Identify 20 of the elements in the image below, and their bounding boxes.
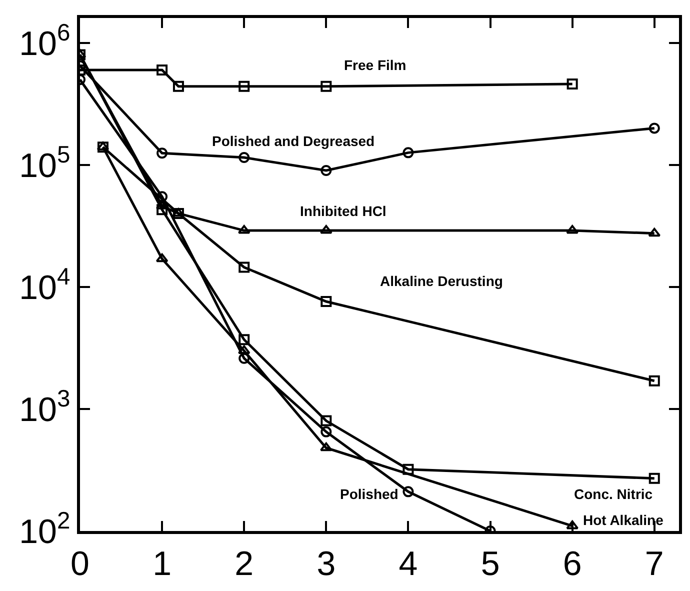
y-tick-label: 10$^{3}$ xyxy=(19,386,70,429)
series-label: Polished xyxy=(340,486,398,502)
x-tick-label: 3 xyxy=(316,544,336,583)
x-tick-label: 4 xyxy=(398,544,418,583)
x-tick-label: 5 xyxy=(480,544,500,583)
series-label: Polished and Degreased xyxy=(212,133,375,149)
x-tick-label: 1 xyxy=(152,544,172,583)
x-tick-label: 0 xyxy=(70,544,90,583)
x-tick-label: 7 xyxy=(644,544,664,583)
x-tick-label: 2 xyxy=(234,544,254,583)
y-tick-label: 10$^{5}$ xyxy=(19,142,70,185)
y-tick-label: 10$^{6}$ xyxy=(19,20,70,63)
series-label: Hot Alkaline xyxy=(583,512,664,528)
y-tick-label: 10$^{4}$ xyxy=(19,264,70,307)
series-label: Alkaline Derusting xyxy=(380,273,503,289)
x-tick-label: 6 xyxy=(562,544,582,583)
series-label: Free Film xyxy=(344,57,406,73)
y-tick-label: 10$^{2}$ xyxy=(19,508,70,551)
series-label: Inhibited HCl xyxy=(300,203,386,219)
series-label: Conc. Nitric xyxy=(574,486,653,502)
